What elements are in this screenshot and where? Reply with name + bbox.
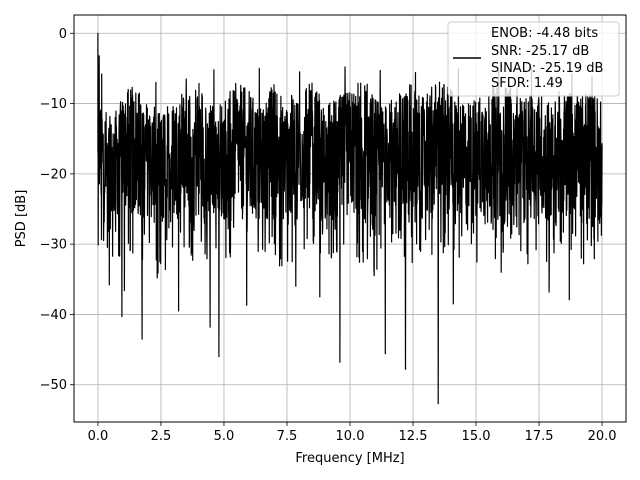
legend-entry-enob: ENOB: -4.48 bits [491,26,598,41]
y-tick-label: −50 [40,378,67,393]
y-tick-label: −10 [40,97,67,112]
y-tick-label: 0 [59,27,67,42]
x-tick-label: 17.5 [525,429,554,444]
x-axis-label: Frequency [MHz] [295,451,404,466]
y-tick-label: −20 [40,167,67,182]
x-axis-ticks: 0.0 2.5 5.0 7.5 10.0 12.5 15.0 17.5 20.0 [88,422,617,444]
y-axis-ticks: 0 −10 −20 −30 −40 −50 [40,27,74,393]
x-tick-label: 10.0 [336,429,365,444]
y-axis-label: PSD [dB] [14,190,29,248]
y-tick-label: −40 [40,308,67,323]
psd-series-line [97,32,603,405]
y-tick-label: −30 [40,238,67,253]
x-tick-label: 12.5 [399,429,428,444]
legend: ENOB: -4.48 bits SNR: -25.17 dB SINAD: -… [447,21,620,97]
x-tick-label: 0.0 [88,429,109,444]
legend-entry-sfdr: SFDR: 1.49 [491,76,563,91]
x-tick-label: 5.0 [214,429,235,444]
grid [74,15,626,422]
legend-entry-sinad: SINAD: -25.19 dB [491,61,603,76]
x-tick-label: 15.0 [462,429,491,444]
x-tick-label: 20.0 [588,429,617,444]
legend-entry-snr: SNR: -25.17 dB [491,44,589,59]
legend-box [447,21,620,97]
x-tick-label: 2.5 [151,429,172,444]
x-tick-label: 7.5 [277,429,298,444]
